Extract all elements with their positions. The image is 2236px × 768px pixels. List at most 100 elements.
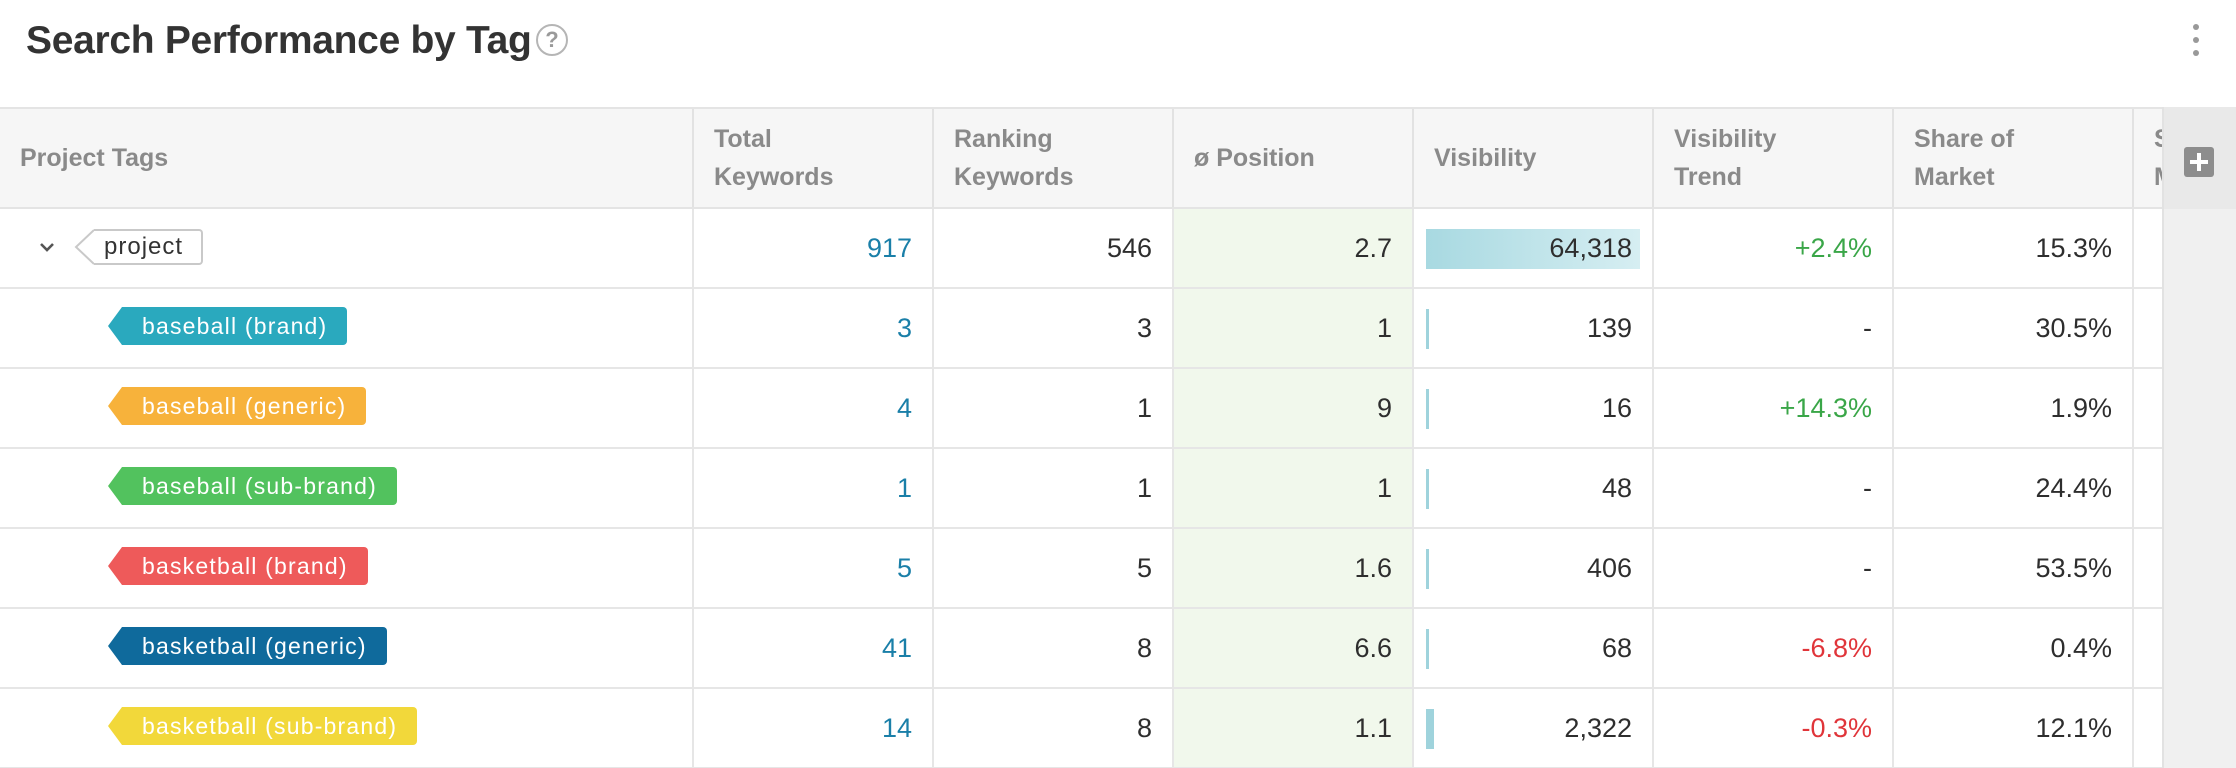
column-header-share-of-market[interactable]: Share of Market: [1894, 109, 2134, 207]
column-header-label: Share of Market: [1914, 125, 2015, 191]
ranking-keywords-cell: 1: [934, 369, 1174, 447]
tag-label: basketball (generic): [122, 627, 387, 665]
share-of-market-cell: 1.9%: [1894, 369, 2134, 447]
next-column-cell: [2134, 609, 2162, 687]
table-row[interactable]: baseball (brand) 3 3 1 139 - 30.5%: [0, 289, 2162, 369]
position-cell: 2.7: [1174, 209, 1414, 287]
column-header-ranking-keywords[interactable]: Ranking Keywords: [934, 109, 1174, 207]
position-value: 9: [1376, 392, 1392, 423]
table-header: Project Tags Total Keywords Ranking Keyw…: [0, 107, 2162, 209]
total-keywords-cell[interactable]: 5: [694, 529, 934, 607]
table-row[interactable]: baseball (generic) 4 1 9 16 +14.3% 1.9%: [0, 369, 2162, 449]
visibility-trend-cell: -: [1654, 289, 1894, 367]
total-keywords-cell[interactable]: 41: [694, 609, 934, 687]
ranking-keywords-cell: 3: [934, 289, 1174, 367]
tag-performance-table: Project Tags Total Keywords Ranking Keyw…: [0, 107, 2162, 768]
visibility-value: 2,322: [1564, 712, 1632, 743]
next-column-cell: [2134, 209, 2162, 287]
position-cell: 1: [1174, 449, 1414, 527]
share-of-market-cell: 53.5%: [1894, 529, 2134, 607]
tag-chip[interactable]: baseball (sub-brand): [108, 467, 397, 505]
table-row[interactable]: baseball (sub-brand) 1 1 1 48 - 24.4%: [0, 449, 2162, 529]
next-column-cell: [2134, 449, 2162, 527]
total-keywords-value: 5: [896, 552, 912, 583]
next-column-cell: [2134, 369, 2162, 447]
chevron-down-icon[interactable]: [34, 231, 60, 265]
visibility-trend-cell: -: [1654, 529, 1894, 607]
tag-chip-point: [108, 307, 122, 345]
total-keywords-cell[interactable]: 4: [694, 369, 934, 447]
ranking-keywords-cell: 1: [934, 449, 1174, 527]
plus-square-icon[interactable]: [2184, 147, 2214, 177]
total-keywords-cell[interactable]: 14: [694, 689, 934, 767]
tag-chip-point: [108, 627, 122, 665]
tag-chip[interactable]: baseball (brand): [108, 307, 348, 345]
column-header-visibility[interactable]: Visibility: [1414, 109, 1654, 207]
table-row[interactable]: basketball (brand) 5 5 1.6 406 - 53.5%: [0, 529, 2162, 609]
ranking-keywords-cell: 546: [934, 209, 1174, 287]
widget-header: Search Performance by Tag ?: [0, 0, 2236, 107]
table-row[interactable]: basketball (generic) 41 8 6.6 68 -6.8% 0.4%: [0, 609, 2162, 689]
position-cell: 1.1: [1174, 689, 1414, 767]
visibility-trend-value: +14.3%: [1779, 392, 1872, 423]
visibility-cell: 406: [1414, 529, 1654, 607]
ranking-keywords-value: 1: [1136, 472, 1152, 503]
add-column-rail: [2162, 107, 2236, 768]
ranking-keywords-cell: 8: [934, 689, 1174, 767]
visibility-trend-value: -: [1863, 312, 1872, 343]
tag-label: baseball (sub-brand): [122, 467, 397, 505]
position-cell: 1.6: [1174, 529, 1414, 607]
position-value: 1.6: [1354, 552, 1392, 583]
visibility-trend-value: -: [1863, 552, 1872, 583]
visibility-bar: [1426, 549, 1429, 589]
tag-chip[interactable]: basketball (brand): [108, 547, 368, 585]
column-header-project-tags[interactable]: Project Tags: [0, 109, 694, 207]
next-column-cell: [2134, 689, 2162, 767]
ranking-keywords-value: 5: [1136, 552, 1152, 583]
column-header-position[interactable]: ø Position: [1174, 109, 1414, 207]
tag-chip-point: [108, 467, 122, 505]
project-tag-cell: basketball (generic): [0, 609, 694, 687]
tag-chip[interactable]: baseball (generic): [108, 387, 367, 425]
project-tag[interactable]: project: [74, 229, 204, 265]
visibility-trend-value: -: [1863, 472, 1872, 503]
share-of-market-value: 15.3%: [2035, 232, 2112, 263]
position-cell: 1: [1174, 289, 1414, 367]
tag-label: basketball (sub-brand): [122, 707, 418, 745]
total-keywords-cell[interactable]: 3: [694, 289, 934, 367]
share-of-market-cell: 30.5%: [1894, 289, 2134, 367]
visibility-value: 406: [1586, 552, 1632, 583]
visibility-bar: [1426, 629, 1429, 669]
total-keywords-cell[interactable]: 1: [694, 449, 934, 527]
tag-chip-point: [108, 387, 122, 425]
visibility-cell: 2,322: [1414, 689, 1654, 767]
visibility-value: 64,318: [1549, 232, 1632, 263]
table-row[interactable]: project 917 546 2.7 64,318 +2.4% 15.3%: [0, 209, 2162, 289]
project-tag-cell: project: [0, 209, 694, 287]
ranking-keywords-value: 1: [1136, 392, 1152, 423]
visibility-trend-cell: +14.3%: [1654, 369, 1894, 447]
tag-chip[interactable]: basketball (generic): [108, 627, 387, 665]
visibility-bar: [1426, 389, 1429, 429]
visibility-cell: 64,318: [1414, 209, 1654, 287]
column-header-label: Visibility: [1434, 144, 1537, 172]
column-header-total-keywords[interactable]: Total Keywords: [694, 109, 934, 207]
tag-chip[interactable]: basketball (sub-brand): [108, 707, 418, 745]
ranking-keywords-value: 8: [1136, 712, 1152, 743]
question-circle-icon[interactable]: ?: [536, 24, 568, 56]
visibility-cell: 48: [1414, 449, 1654, 527]
column-header-visibility-trend[interactable]: Visibility Trend: [1654, 109, 1894, 207]
total-keywords-value: 14: [881, 712, 912, 743]
table-row[interactable]: basketball (sub-brand) 14 8 1.1 2,322 -0.3% 12…: [0, 689, 2162, 768]
ranking-keywords-value: 546: [1106, 232, 1152, 263]
column-header-next[interactable]: S M: [2134, 109, 2162, 207]
ranking-keywords-cell: 8: [934, 609, 1174, 687]
kebab-menu-icon[interactable]: [2186, 24, 2206, 58]
share-of-market-value: 12.1%: [2035, 712, 2112, 743]
share-of-market-value: 30.5%: [2035, 312, 2112, 343]
add-column-header: [2164, 107, 2236, 209]
visibility-trend-cell: -: [1654, 449, 1894, 527]
total-keywords-cell[interactable]: 917: [694, 209, 934, 287]
column-header-label: Total Keywords: [714, 125, 834, 191]
column-header-label: ø Position: [1194, 144, 1315, 172]
